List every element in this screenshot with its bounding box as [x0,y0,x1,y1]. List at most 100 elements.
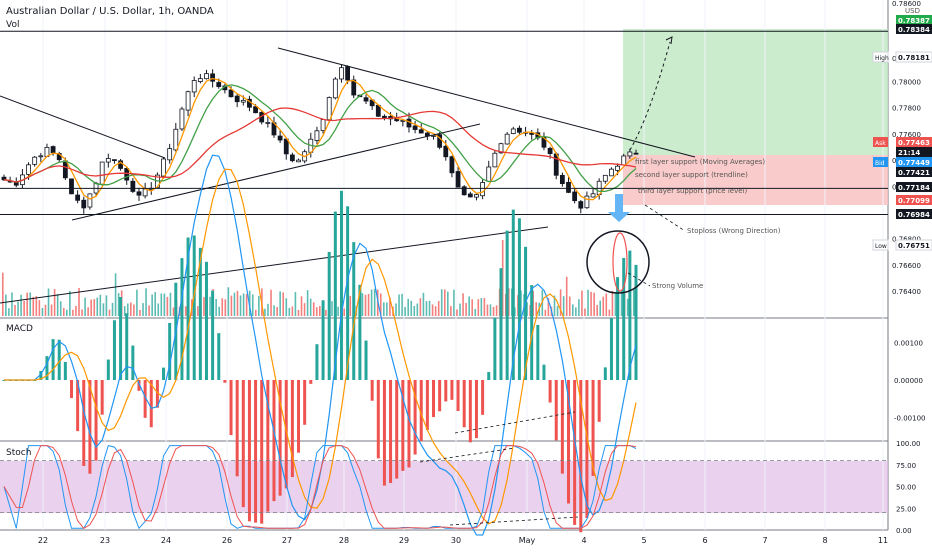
macd-histogram-bar [548,380,552,403]
price-tick-label: 0.78600 [892,0,921,8]
volume-bar [559,289,562,316]
macd-histogram-bar [352,242,356,380]
macd-histogram-bar [137,380,141,391]
macd-histogram-bar [444,380,448,402]
price-tag-value: 0.78181 [898,54,930,62]
candle [32,156,38,165]
candle [204,73,209,80]
macd-histogram-bar [493,317,497,380]
macd-histogram-bar [303,380,307,425]
candle [173,128,179,151]
volume-bar [422,292,425,316]
price-tag-label: Ask [875,140,886,147]
volume-bar [364,294,367,316]
macd-histogram-bar [315,344,319,380]
volume-bar [184,306,187,316]
candle [339,67,344,80]
candle [81,199,87,209]
volume-bar [373,288,376,316]
volume-bar [489,304,492,316]
strong-volume-circle [586,230,650,294]
volume-bar [389,297,391,316]
macd-histogram-bar [162,367,166,380]
volume-bar [383,302,385,316]
candle [480,182,486,197]
volume-bar [343,308,345,316]
stoch-tick-label: 75.00 [896,462,916,470]
volume-bar [87,307,89,316]
macd-histogram-bar [211,290,215,380]
macd-histogram-bar [88,380,92,474]
candle [142,188,148,197]
volume-bar [276,307,278,316]
annotation-stoploss: Stoploss (Wrong Direction) [687,227,781,235]
volume-bar [602,296,605,316]
macd-histogram-bar [297,380,301,453]
candle [529,132,535,135]
stop-zone [623,155,888,205]
volume-bar [337,306,339,316]
price-tag-label-box [872,51,889,63]
macd-histogram-bar [125,313,129,380]
volume-bar [297,309,300,316]
candle [75,194,81,201]
candle [474,194,479,198]
macd-histogram-bar [395,380,399,479]
volume-bar [608,309,611,316]
macd-histogram-bar [450,380,454,400]
annotation-second-layer: second layer support (trendline) [635,171,748,179]
candle [38,155,44,158]
candle [289,154,295,162]
annotation-third-layer: third layer support (price level) [638,187,747,195]
volume-bar [291,306,294,316]
macd-histogram-bar [364,340,368,380]
x-tick-label: May [519,536,536,545]
volume-bar [593,292,595,316]
price-tag-box [896,147,932,157]
price-tag-value: 0.77463 [898,139,930,147]
symbol-title: Australian Dollar / U.S. Dollar, 1h, OAN… [6,6,214,17]
volume-bar [66,309,68,316]
volume-bar [251,294,254,316]
candle [136,191,142,196]
macd-histogram-bar [462,380,466,428]
volume-bar [62,307,65,316]
volume-bar [139,309,141,316]
macd-histogram-bar [358,284,362,380]
volume-bar [279,291,281,316]
volume-bar [428,300,431,316]
candle [50,146,56,153]
macd-label: MACD [6,324,33,334]
volume-bar [270,289,272,316]
volume-bar [267,303,269,316]
candle [105,158,111,163]
volume-bar [474,308,477,316]
macd-histogram-bar [112,320,116,380]
volume-bar [312,302,315,316]
volume-bar [568,296,571,316]
macd-histogram-bar [223,380,227,383]
candle [191,80,197,93]
price-tick-label: 0.77600 [892,131,921,139]
x-tick-label: 26 [222,536,232,545]
stoch-k-line [3,445,637,530]
volume-pointer [627,272,651,287]
volume-bar [102,303,105,316]
target-zone [623,29,888,155]
macd-histogram-bar [278,380,282,496]
volume-bar [306,290,309,316]
macd-histogram-bar [180,258,184,380]
macd-histogram-bar [229,380,233,436]
ma-fast-line [3,77,637,201]
volume-bar [483,298,486,316]
candle [179,108,185,130]
volume-bar [69,290,71,316]
candle [461,186,467,196]
trendline-volume [0,226,549,304]
candle [517,127,522,133]
candle [185,91,191,111]
volume-bar [386,302,388,316]
macd-histogram-bar [192,235,196,380]
volume-bar [590,291,592,316]
